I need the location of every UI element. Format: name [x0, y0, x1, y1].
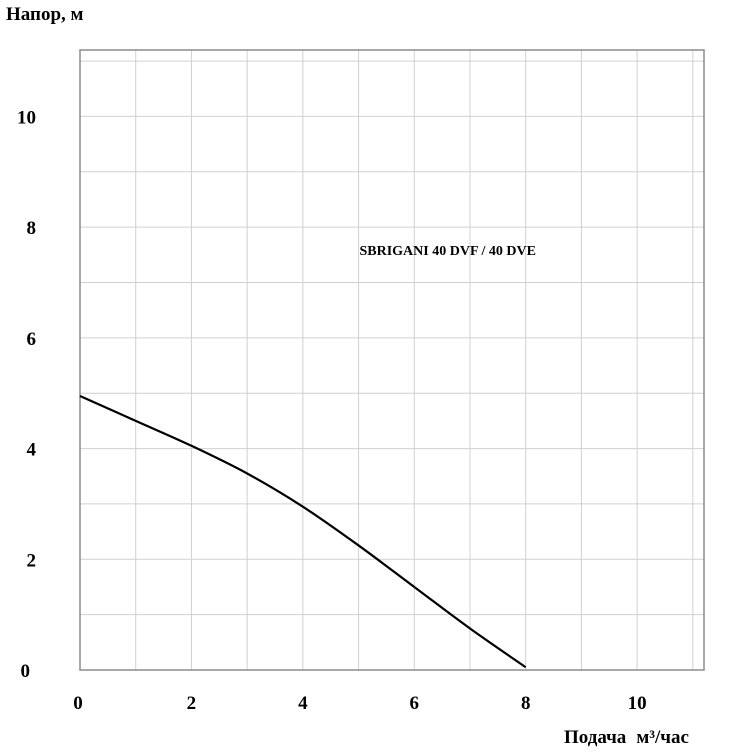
- y-tick-label: 6: [27, 329, 37, 350]
- x-tick-label: 4: [298, 693, 308, 714]
- x-tick-label: 6: [410, 693, 420, 714]
- x-axis-label: Подача м³/час: [564, 727, 689, 749]
- y-tick-label: 8: [27, 218, 37, 239]
- y-tick-label: 0: [21, 661, 31, 682]
- series-annotation: SBRIGANI 40 DVF / 40 DVE: [359, 244, 535, 259]
- x-tick-label: 2: [187, 693, 197, 714]
- series-line: [79, 394, 527, 669]
- y-axis-label: Напор, м: [6, 4, 84, 25]
- y-tick-label: 10: [17, 107, 36, 128]
- x-tick-label: 0: [73, 693, 83, 714]
- x-tick-label: 8: [521, 693, 531, 714]
- x-tick-label: 10: [628, 693, 647, 714]
- x-axis-title: Подача: [564, 727, 627, 748]
- plot-frame: [79, 49, 705, 671]
- y-tick-label: 2: [27, 550, 37, 571]
- x-axis-unit: м³/час: [636, 727, 689, 748]
- y-tick-label: 4: [27, 440, 37, 461]
